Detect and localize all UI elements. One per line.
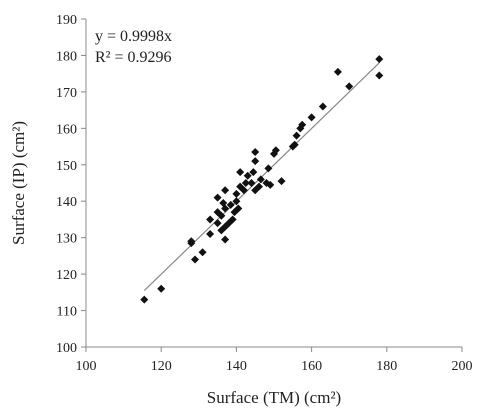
data-point xyxy=(198,248,207,257)
y-ticks: 100 110 120 130 140 150 160 170 180 190 xyxy=(56,13,86,356)
data-point xyxy=(217,211,226,220)
data-point xyxy=(206,215,215,224)
data-point xyxy=(232,189,241,198)
equation-label: y = 0.9998x xyxy=(95,28,172,45)
data-point xyxy=(264,164,273,173)
data-point xyxy=(213,219,222,228)
y-tick-label: 150 xyxy=(56,159,77,174)
y-tick-label: 160 xyxy=(56,122,77,137)
data-point xyxy=(290,140,299,149)
y-tick-label: 140 xyxy=(56,195,77,210)
data-point xyxy=(232,197,241,206)
y-tick-label: 180 xyxy=(56,49,77,64)
data-point xyxy=(206,230,215,239)
data-point xyxy=(318,102,327,111)
x-tick-label: 160 xyxy=(301,359,322,374)
data-point xyxy=(226,200,235,209)
data-point xyxy=(254,182,263,191)
data-point xyxy=(345,82,354,91)
data-point xyxy=(213,193,222,202)
data-point xyxy=(249,168,258,177)
points-layer xyxy=(140,55,384,304)
y-tick-label: 170 xyxy=(56,86,77,101)
x-tick-label: 180 xyxy=(376,359,397,374)
x-tick-label: 100 xyxy=(76,359,97,374)
data-point xyxy=(221,186,230,195)
data-point xyxy=(221,235,230,244)
data-point xyxy=(375,55,384,64)
data-point xyxy=(187,237,196,246)
axes xyxy=(85,19,462,348)
y-tick-label: 190 xyxy=(56,13,77,28)
data-point xyxy=(375,71,384,80)
data-point xyxy=(234,204,243,213)
data-point xyxy=(333,67,342,76)
data-point xyxy=(191,255,200,264)
data-point xyxy=(239,186,248,195)
data-point xyxy=(256,175,265,184)
data-point xyxy=(277,177,286,186)
data-point xyxy=(298,120,307,129)
y-axis-title: Surface (IP) (cm²) xyxy=(9,121,28,245)
x-tick-label: 120 xyxy=(151,359,172,374)
r-squared-label: R² = 0.9296 xyxy=(95,49,172,66)
y-tick-label: 110 xyxy=(57,305,77,320)
data-point xyxy=(251,157,260,166)
data-point xyxy=(157,284,166,293)
data-point xyxy=(251,186,260,195)
y-tick-label: 100 xyxy=(56,341,77,356)
x-tick-label: 200 xyxy=(452,359,473,374)
data-point xyxy=(247,179,256,187)
data-point xyxy=(307,113,316,122)
y-tick-label: 120 xyxy=(56,268,77,283)
y-tick-label: 130 xyxy=(56,232,77,247)
x-tick-label: 140 xyxy=(226,359,247,374)
data-point xyxy=(228,215,237,224)
data-point xyxy=(266,180,275,189)
x-ticks: 100 120 140 160 180 200 xyxy=(76,347,473,374)
data-point xyxy=(243,171,252,180)
data-point xyxy=(241,179,250,187)
data-point xyxy=(271,146,280,155)
data-point xyxy=(140,295,149,304)
data-point xyxy=(236,168,245,177)
data-point xyxy=(221,204,230,213)
data-point xyxy=(292,131,301,140)
x-axis-title: Surface (TM) (cm²) xyxy=(207,388,341,407)
data-point xyxy=(251,148,260,157)
